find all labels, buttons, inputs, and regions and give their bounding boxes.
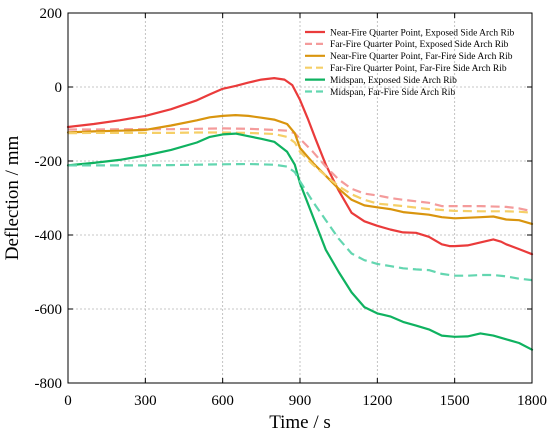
y-tick-label: 200 [40, 6, 63, 22]
x-tick-labels: 0 300 600 900 1200 1500 1800 [64, 393, 547, 409]
series-lines [66, 76, 534, 351]
series-line-6 [68, 162, 533, 282]
y-tick-label: 0 [55, 80, 63, 96]
x-tick-label: 1800 [517, 393, 547, 409]
series-line-2 [68, 127, 533, 213]
y-tick-label: -800 [35, 376, 63, 392]
y-axis-title: Deflection / mm [2, 136, 23, 261]
axis-ticks [67, 12, 533, 384]
x-tick-label: 0 [64, 393, 72, 409]
x-tick-label: 1500 [440, 393, 470, 409]
x-tick-label: 900 [289, 393, 312, 409]
grid [68, 13, 532, 383]
x-axis-title: Time / s [269, 412, 331, 433]
y-tick-label: -200 [35, 154, 63, 170]
series-line-5 [66, 132, 534, 351]
legend-label-5: Midspan, Exposed Side Arch Rib [330, 76, 457, 86]
legend-label-3: Near-Fire Quarter Point, Far-Fire Side A… [330, 52, 513, 62]
legend-label-4: Far-Fire Quarter Point, Far-Fire Side Ar… [330, 64, 507, 74]
legend: Near-Fire Quarter Point, Exposed Side Ar… [305, 28, 514, 98]
legend-label-6: Midspan, Far-Fire Side Arch Rib [330, 88, 455, 98]
y-tick-labels: -800 -600 -400 -200 0 200 [35, 6, 63, 392]
x-tick-label: 300 [134, 393, 157, 409]
legend-label-2: Far-Fire Quarter Point, Exposed Side Arc… [330, 40, 509, 50]
series-line-4 [67, 131, 533, 214]
y-tick-label: -600 [35, 302, 63, 318]
y-tick-label: -400 [35, 228, 63, 244]
x-tick-label: 600 [211, 393, 234, 409]
series-line-1 [66, 76, 534, 256]
x-tick-label: 1200 [362, 393, 392, 409]
legend-label-1: Near-Fire Quarter Point, Exposed Side Ar… [330, 28, 514, 38]
series-line-3 [66, 113, 534, 225]
